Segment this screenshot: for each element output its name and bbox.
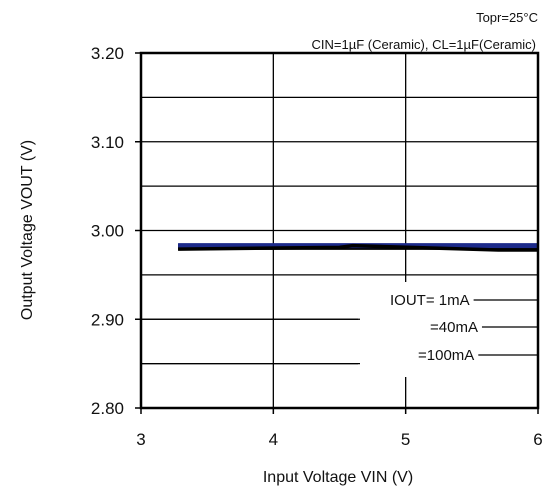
legend-background: [360, 282, 538, 377]
x-tick-label: 4: [269, 430, 278, 449]
data-series: [178, 243, 538, 252]
y-axis-title: Output Voltage VOUT (V): [19, 140, 36, 320]
legend: IOUT= 1mA =40mA =100mA: [141, 292, 538, 365]
x-tick-label: 3: [136, 430, 145, 449]
y-tick-labels: 2.80 2.90 3.00 3.10 3.20: [91, 44, 141, 418]
x-tick-labels: 3 4 5 6: [136, 408, 543, 449]
y-tick-label: 2.90: [91, 310, 124, 329]
x-tick-label: 5: [401, 430, 410, 449]
legend-entry: IOUT= 1mA: [390, 292, 470, 309]
chart-condition-capacitors: CIN=1µF (Ceramic), CL=1µF(Ceramic): [312, 37, 536, 52]
y-tick-label: 3.20: [91, 44, 124, 63]
legend-entry: =40mA: [430, 319, 478, 336]
x-axis-title: Input Voltage VIN (V): [263, 469, 413, 486]
series-line: [178, 243, 538, 252]
chart-condition-temperature: Topr=25°C: [476, 10, 538, 25]
y-tick-label: 3.00: [91, 222, 124, 241]
x-tick-label: 6: [533, 430, 542, 449]
y-tick-label: 3.10: [91, 133, 124, 152]
y-tick-label: 2.80: [91, 399, 124, 418]
legend-entry: =100mA: [418, 347, 474, 364]
